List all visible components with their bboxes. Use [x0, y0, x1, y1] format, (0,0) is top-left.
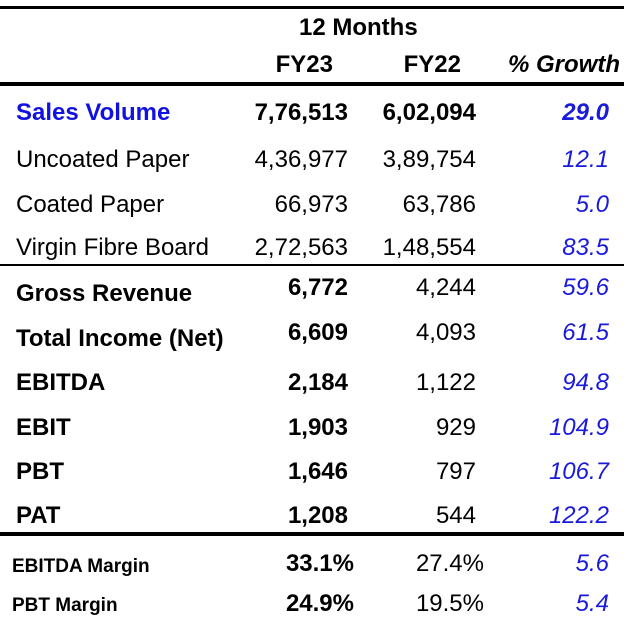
row-label: EBITDA Margin: [12, 556, 150, 577]
fy22-value: 544: [435, 502, 476, 529]
row-label: PBT: [16, 458, 64, 485]
growth-value: 5.4: [575, 590, 609, 617]
fy22-value: 1,48,554: [382, 234, 476, 261]
volume-rule: [0, 264, 624, 266]
fy23-value: 24.9%: [285, 590, 354, 617]
column-header-fy22: FY22: [403, 51, 461, 78]
fy23-value: 1,903: [287, 414, 348, 441]
row-label: Coated Paper: [16, 191, 165, 218]
fy23-value: 6,609: [287, 319, 348, 346]
fy23-value: 6,772: [287, 274, 348, 301]
growth-value: 83.5: [562, 234, 609, 261]
fy22-value: 19.5%: [415, 590, 484, 617]
growth-value: 106.7: [548, 458, 609, 485]
fy23-value: 1,208: [287, 502, 348, 529]
row-label: Uncoated Paper: [16, 146, 190, 173]
fy23-value: 4,36,977: [254, 146, 348, 173]
header-rule: [0, 82, 624, 86]
fy22-value: 4,244: [415, 274, 476, 301]
row-label: Sales Volume: [16, 99, 171, 126]
growth-value: 94.8: [562, 369, 609, 396]
column-header-growth: % Growth: [508, 51, 620, 78]
row-label: Gross Revenue: [16, 280, 193, 307]
growth-value: 104.9: [548, 414, 609, 441]
fy23-value: 2,184: [287, 369, 348, 396]
column-header-fy23: FY23: [275, 51, 333, 78]
fy22-value: 6,02,094: [382, 99, 476, 126]
fy22-value: 4,093: [415, 319, 476, 346]
fy22-value: 27.4%: [415, 550, 484, 577]
growth-value: 5.0: [575, 191, 609, 218]
growth-value: 61.5: [562, 319, 609, 346]
row-label: Virgin Fibre Board: [16, 234, 209, 261]
growth-value: 122.2: [548, 502, 609, 529]
row-label: EBIT: [16, 414, 71, 441]
row-label: PBT Margin: [12, 595, 118, 616]
top-rule: [0, 6, 624, 9]
financial-rule: [0, 532, 624, 536]
fy23-value: 66,973: [274, 191, 348, 218]
row-label: Total Income (Net): [16, 325, 224, 352]
fy22-value: 63,786: [402, 191, 476, 218]
growth-value: 59.6: [562, 274, 609, 301]
row-label: EBITDA: [16, 369, 106, 396]
row-label: PAT: [16, 502, 61, 529]
growth-value: 12.1: [562, 146, 609, 173]
growth-value: 5.6: [575, 550, 609, 577]
period-header: 12 Months: [299, 14, 418, 41]
fy23-value: 7,76,513: [254, 99, 348, 126]
fy22-value: 797: [435, 458, 476, 485]
fy22-value: 929: [435, 414, 476, 441]
fy22-value: 1,122: [415, 369, 476, 396]
fy23-value: 2,72,563: [254, 234, 348, 261]
fy23-value: 1,646: [287, 458, 348, 485]
growth-value: 29.0: [562, 99, 609, 126]
fy22-value: 3,89,754: [382, 146, 476, 173]
fy23-value: 33.1%: [285, 550, 354, 577]
